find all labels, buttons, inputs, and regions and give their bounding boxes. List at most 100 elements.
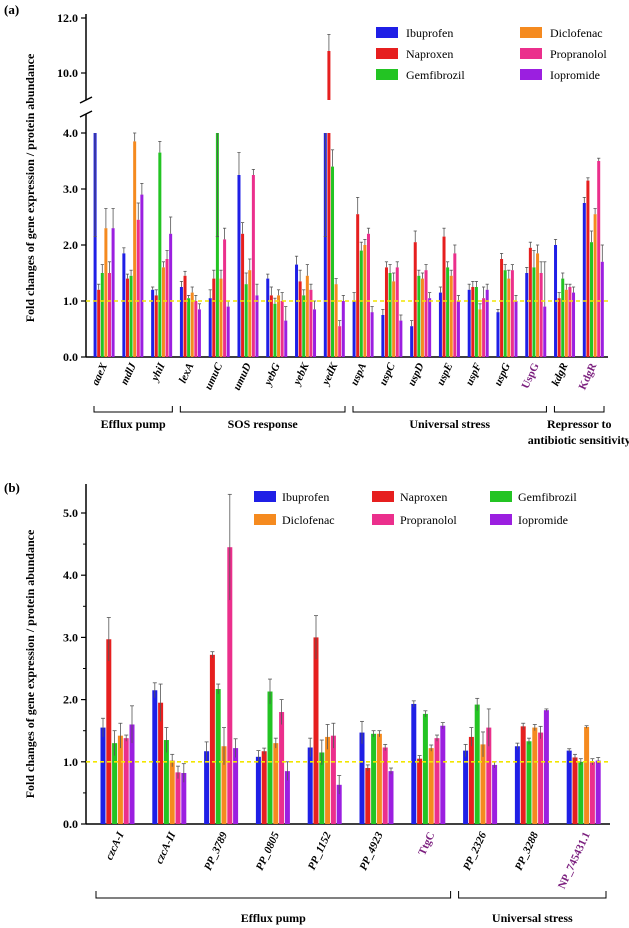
bar-ibuprofen (496, 312, 500, 357)
bar-naproxen (298, 281, 302, 357)
bar-ibuprofen (266, 278, 270, 357)
legend-label-propranolol: Propranolol (400, 513, 457, 527)
bar-iopromide (284, 320, 288, 357)
bar-ibuprofen (152, 690, 158, 824)
bar-gemfibrozil (273, 303, 277, 357)
bar-gemfibrozil (578, 761, 584, 824)
bar-iopromide (313, 309, 317, 357)
x-tick-label: NP_745431.1 (556, 830, 593, 891)
bar-propranolol (279, 712, 285, 824)
bar-diclofenac (334, 284, 338, 357)
x-tick-label: umuC (202, 361, 225, 392)
y-tick-label: 1.0 (63, 755, 78, 769)
legend-swatch-gemfibrozil (490, 491, 512, 502)
legend-swatch-naproxen (376, 48, 398, 59)
bar-iopromide (336, 784, 342, 824)
bar-propranolol (482, 298, 486, 357)
bar-naproxen (97, 289, 101, 357)
bar-naproxen (125, 278, 129, 357)
bar-iopromide (181, 772, 187, 824)
bar-diclofenac (564, 289, 568, 357)
bar-propranolol (434, 738, 440, 824)
bar-naproxen (417, 758, 423, 824)
y-tick-label: 5.0 (63, 506, 78, 520)
bar-iopromide (111, 228, 115, 357)
bar-propranolol (330, 735, 336, 824)
group-label: SOS response (228, 417, 299, 431)
bar-propranolol (538, 732, 544, 824)
legend-swatch-gemfibrozil (376, 69, 398, 80)
bar-propranolol (280, 301, 284, 357)
x-tick-label: yhiI (148, 361, 168, 385)
y-tick-label: 12.0 (57, 11, 78, 25)
bar-gemfibrozil (215, 689, 221, 824)
group-label: Universal stress (409, 417, 490, 431)
bar-iopromide (399, 320, 403, 357)
bar-iopromide (169, 233, 173, 357)
bar-iopromide (284, 771, 290, 824)
bar-naproxen (158, 702, 164, 824)
group-label: Efflux pump (241, 911, 306, 925)
bar-propranolol (424, 270, 428, 357)
bar-gemfibrozil (267, 691, 273, 824)
bar-ibuprofen (323, 133, 327, 357)
group-label: Efflux pump (101, 417, 166, 431)
bar-naproxen (365, 768, 371, 824)
bar-naproxen (327, 133, 331, 357)
x-tick-label: TtgC (416, 830, 437, 857)
bar-gemfibrozil (331, 166, 335, 357)
bar-iopromide (255, 295, 259, 357)
y-tick-label: 2.0 (63, 238, 78, 252)
x-tick-label: KdgR (577, 360, 600, 392)
bar-naproxen (212, 278, 216, 357)
group-bracket (95, 891, 452, 899)
bar-iopromide (341, 301, 345, 357)
legend-swatch-iopromide (490, 514, 512, 525)
bar-iopromide (129, 724, 135, 824)
bar-propranolol (486, 727, 492, 824)
bar-ibuprofen (100, 727, 106, 824)
bar-iopromide (456, 301, 460, 357)
bar-gemfibrozil (474, 704, 480, 824)
bar-iopromide (595, 760, 601, 824)
bar-diclofenac (480, 744, 486, 824)
x-tick-label: PP_3789 (202, 830, 230, 873)
bar-diclofenac (593, 214, 597, 357)
bar-iopromide (388, 771, 394, 824)
x-tick-label: yebG (261, 361, 283, 389)
y-tick-label: 10.0 (57, 66, 78, 80)
group-label: Repressor to (547, 417, 612, 431)
bar-ibuprofen (463, 750, 469, 824)
bar-ibuprofen (255, 756, 261, 824)
x-tick-label: PP_0805 (254, 830, 282, 873)
bar-gemfibrozil (319, 752, 325, 824)
bar-naproxen (106, 639, 112, 824)
bar-diclofenac (248, 270, 252, 357)
bar-naproxen (442, 236, 446, 357)
y-axis-title-a: Fold changes of gene expression / protei… (23, 53, 37, 322)
bar-naproxen (468, 736, 474, 824)
bar-gemfibrozil (100, 273, 104, 357)
bar-gemfibrozil (163, 740, 169, 824)
bar-diclofenac (169, 760, 175, 824)
bar-naproxen (528, 247, 532, 357)
bar-diclofenac (305, 275, 309, 357)
bar-diclofenac (584, 726, 590, 824)
legend-swatch-ibuprofen (376, 27, 398, 38)
bar-gemfibrozil (129, 275, 133, 357)
legend-swatch-diclofenac (520, 27, 542, 38)
bar-iopromide (428, 298, 432, 357)
bar-iopromide (600, 261, 604, 357)
x-tick-label: aaeX (89, 361, 110, 388)
legend-label-diclofenac: Diclofenac (282, 513, 335, 527)
bar-diclofenac (428, 748, 434, 824)
group-bracket (179, 406, 346, 413)
x-tick-label: lexA (177, 361, 197, 385)
bar-diclofenac (363, 245, 367, 357)
bar-iopromide (226, 306, 230, 357)
bar-naproxen (413, 242, 417, 357)
bar-naproxen (261, 751, 267, 824)
bar-naproxen-upper (327, 51, 331, 100)
bar-gemfibrozil (388, 273, 392, 357)
y-tick-label: 3.0 (63, 182, 78, 196)
